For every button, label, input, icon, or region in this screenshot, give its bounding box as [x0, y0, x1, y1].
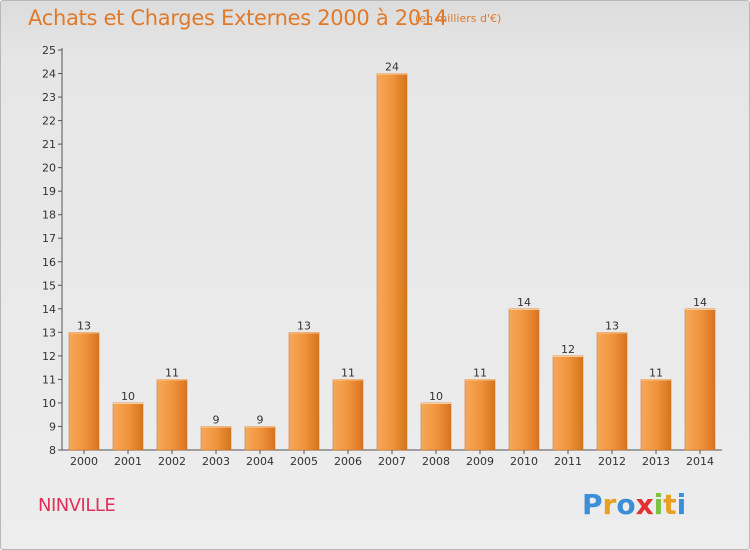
bar-2001 [112, 402, 144, 451]
data-label-2012: 13 [605, 319, 619, 332]
data-label-2005: 13 [297, 319, 311, 332]
y-tick-label: 21 [42, 138, 56, 151]
y-tick-label: 9 [49, 420, 56, 433]
x-tick-label: 2007 [378, 455, 406, 468]
x-tick-label: 2001 [114, 455, 142, 468]
x-tick-label: 2014 [686, 455, 714, 468]
bar-2010 [508, 308, 540, 451]
bar-2012 [596, 332, 628, 451]
data-label-2002: 11 [165, 366, 179, 379]
y-tick-label: 23 [42, 91, 56, 104]
data-label-2008: 10 [429, 390, 443, 403]
y-tick-label: 13 [42, 326, 56, 339]
y-tick-label: 24 [42, 68, 56, 81]
y-tick-label: 12 [42, 350, 56, 363]
bar-2008 [420, 402, 452, 451]
y-tick-label: 19 [42, 185, 56, 198]
data-label-2010: 14 [517, 296, 531, 309]
y-tick-label: 15 [42, 279, 56, 292]
x-tick-label: 2005 [290, 455, 318, 468]
data-label-2011: 12 [561, 343, 575, 356]
bar-2003 [200, 426, 232, 451]
y-tick-label: 25 [42, 44, 56, 57]
x-tick-label: 2004 [246, 455, 274, 468]
data-label-2001: 10 [121, 390, 135, 403]
bar-2006 [332, 379, 364, 451]
x-tick-label: 2009 [466, 455, 494, 468]
commune-name: NINVILLE [38, 495, 116, 516]
data-label-2009: 11 [473, 366, 487, 379]
bar-2014 [684, 308, 716, 451]
bar-2002 [156, 379, 188, 451]
data-label-2000: 13 [77, 319, 91, 332]
data-label-2004: 9 [257, 413, 264, 426]
x-tick-label: 2000 [70, 455, 98, 468]
y-tick-label: 17 [42, 232, 56, 245]
bar-2004 [244, 426, 276, 451]
y-tick-label: 20 [42, 162, 56, 175]
x-tick-label: 2002 [158, 455, 186, 468]
y-tick-label: 22 [42, 115, 56, 128]
y-tick-label: 8 [49, 444, 56, 457]
x-tick-label: 2010 [510, 455, 538, 468]
y-tick-label: 10 [42, 397, 56, 410]
chart-title: Achats et Charges Externes 2000 à 2014 [28, 6, 448, 30]
bar-2009 [464, 379, 496, 451]
data-labels: 13 10 11 9 9 13 11 24 10 11 14 12 13 11 14 [77, 61, 707, 427]
x-tick-label: 2008 [422, 455, 450, 468]
x-tick-label: 2013 [642, 455, 670, 468]
data-label-2014: 14 [693, 296, 707, 309]
data-label-2003: 9 [213, 413, 220, 426]
data-label-2007: 24 [385, 61, 399, 74]
bar-2007 [376, 73, 408, 451]
bar-2011 [552, 355, 584, 451]
chart-subtitle: (en milliers d'€) [415, 12, 502, 25]
bars [68, 73, 716, 451]
brand-logo: Proxiti [582, 488, 687, 521]
y-tick-label: 11 [42, 373, 56, 386]
data-label-2013: 11 [649, 366, 663, 379]
x-tick-label: 2011 [554, 455, 582, 468]
y-tick-label: 14 [42, 303, 56, 316]
x-tick-label: 2006 [334, 455, 362, 468]
x-tick-label: 2012 [598, 455, 626, 468]
bar-2000 [68, 332, 100, 451]
y-tick-label: 18 [42, 209, 56, 222]
data-label-2006: 11 [341, 366, 355, 379]
bar-2013 [640, 379, 672, 451]
x-tick-label: 2003 [202, 455, 230, 468]
bar-2005 [288, 332, 320, 451]
y-tick-label: 16 [42, 256, 56, 269]
